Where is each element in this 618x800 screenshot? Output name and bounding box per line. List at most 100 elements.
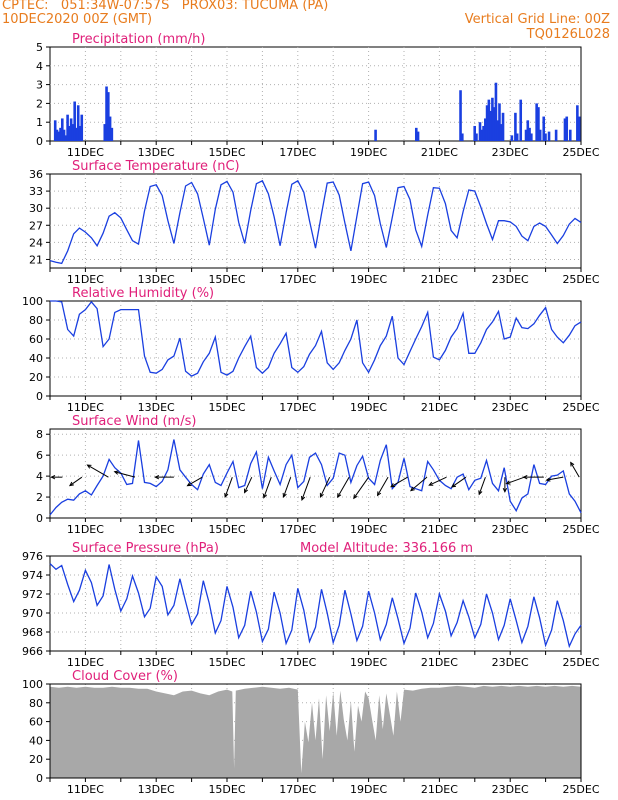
wind-arrow-head: [186, 482, 192, 487]
precipitation-xtick-label: 23DEC: [492, 146, 529, 159]
precipitation-xtick-label: 25DEC: [562, 146, 599, 159]
pressure-ytick-label: 970: [22, 607, 43, 620]
temperature-frame: [49, 173, 582, 269]
wind-arrow: [429, 476, 447, 486]
precipitation-ytick-label: 4: [36, 60, 43, 73]
precip-bar: [530, 133, 533, 141]
precip-bar: [461, 133, 464, 141]
cloud-cover-xtick-label: 25DEC: [562, 783, 599, 796]
wind-xtick-label: 17DEC: [279, 523, 316, 536]
pressure-xtick-label: 19DEC: [350, 656, 387, 669]
temperature-ytick-label: 27: [29, 219, 43, 232]
temperature-title: Surface Temperature (nC): [72, 159, 240, 174]
wind-arrow: [410, 476, 428, 492]
cloud-cover-title: Cloud Cover (%): [72, 669, 178, 684]
wind-arrow-head: [319, 492, 324, 498]
precip-bar: [68, 125, 71, 141]
cloud-cover-xtick-label: 19DEC: [350, 783, 387, 796]
wind-xtick-label: 25DEC: [562, 523, 599, 536]
humidity-line: [50, 300, 582, 377]
temperature-ytick-label: 21: [29, 253, 43, 266]
precip-bar: [107, 92, 110, 141]
precip-bar: [59, 127, 62, 141]
wind-arrow: [546, 476, 564, 481]
wind-arrow-head: [50, 474, 56, 480]
cloud-cover-xtick-label: 15DEC: [208, 783, 245, 796]
wind-xtick-label: 15DEC: [208, 523, 245, 536]
precip-bar: [514, 112, 517, 141]
humidity-ytick-label: 40: [29, 352, 43, 365]
wind-arrow-head: [154, 474, 160, 480]
precip-bar: [55, 129, 59, 141]
precip-bar: [105, 86, 108, 141]
cloud-cover-ytick-label: 40: [29, 734, 43, 747]
wind-xtick-label: 13DEC: [138, 523, 175, 536]
wind-line: [49, 439, 582, 516]
wind-arrow: [114, 471, 136, 478]
precip-bar: [576, 105, 579, 141]
cloud-cover-xtick-label: 17DEC: [279, 783, 316, 796]
wind-xtick-label: 21DEC: [421, 523, 458, 536]
precip-bar: [499, 124, 503, 141]
precip-bar: [108, 116, 112, 141]
humidity-xtick-label: 21DEC: [421, 401, 458, 414]
precipitation-ytick-label: 0: [36, 135, 43, 148]
humidity-xtick-label: 23DEC: [492, 401, 529, 414]
header-station: CPTEC: 051:34W-07:57S PROX03: TUCUMA (PA…: [2, 0, 329, 13]
wind-arrow: [478, 476, 486, 495]
cloud-cover-area: [50, 685, 581, 778]
pressure-annotation: Model Altitude: 336.166 m: [300, 541, 473, 556]
precip-bar: [478, 122, 482, 141]
precip-bar: [53, 120, 57, 141]
precip-bar: [103, 124, 107, 141]
precip-bar: [496, 120, 500, 141]
precipitation-xtick-label: 19DEC: [350, 146, 387, 159]
precip-bar: [482, 125, 485, 141]
pressure-xtick-label: 23DEC: [492, 656, 529, 669]
precip-bar: [538, 129, 542, 141]
cloud-cover-ytick-label: 60: [29, 716, 43, 729]
wind-ytick-label: 4: [36, 470, 43, 483]
cloud-cover-ytick-label: 20: [29, 753, 43, 766]
wind-arrow-head: [478, 490, 483, 496]
humidity-xtick-label: 15DEC: [208, 401, 245, 414]
precip-bar: [501, 112, 505, 141]
wind-xtick-label: 11DEC: [67, 523, 104, 536]
precip-bar: [563, 118, 567, 141]
precip-bar: [459, 90, 462, 141]
wind-arrow: [301, 476, 311, 501]
precipitation-xtick-label: 21DEC: [421, 146, 458, 159]
wind-arrow-head: [522, 474, 528, 480]
precipitation-xtick-label: 15DEC: [208, 146, 245, 159]
wind-ytick-label: 0: [36, 512, 43, 525]
temperature-xtick-label: 21DEC: [421, 273, 458, 286]
precip-bar: [110, 127, 114, 141]
wind-ytick-label: 8: [36, 428, 43, 441]
wind-arrow-head: [301, 495, 306, 501]
pressure-xtick-label: 21DEC: [421, 656, 458, 669]
precip-bar: [484, 118, 487, 141]
cloud-cover-ytick-label: 100: [22, 678, 43, 691]
temperature-xtick-label: 23DEC: [492, 273, 529, 286]
wind-arrow: [87, 464, 109, 478]
wind-arrow: [377, 476, 389, 496]
precip-bar: [519, 99, 523, 141]
precip-bar: [374, 129, 377, 141]
pressure-xtick-label: 17DEC: [279, 656, 316, 669]
precip-bar: [475, 133, 478, 141]
precip-bar: [544, 133, 547, 141]
precip-bar: [57, 131, 61, 141]
cloud-cover-xtick-label: 23DEC: [492, 783, 529, 796]
temperature-xtick-label: 19DEC: [350, 273, 387, 286]
humidity-title: Relative Humidity (%): [72, 286, 214, 301]
cloud-cover-frame-top: [49, 683, 582, 779]
wind-arrow-head: [502, 487, 508, 493]
humidity-ytick-label: 20: [29, 371, 43, 384]
precip-bar: [494, 82, 498, 141]
humidity-ytick-label: 80: [29, 314, 43, 327]
precipitation-xtick-label: 17DEC: [279, 146, 316, 159]
precip-bar: [62, 129, 66, 141]
temperature-xtick-label: 17DEC: [279, 273, 316, 286]
header-grid-note: Vertical Grid Line: 00Z: [464, 12, 610, 27]
